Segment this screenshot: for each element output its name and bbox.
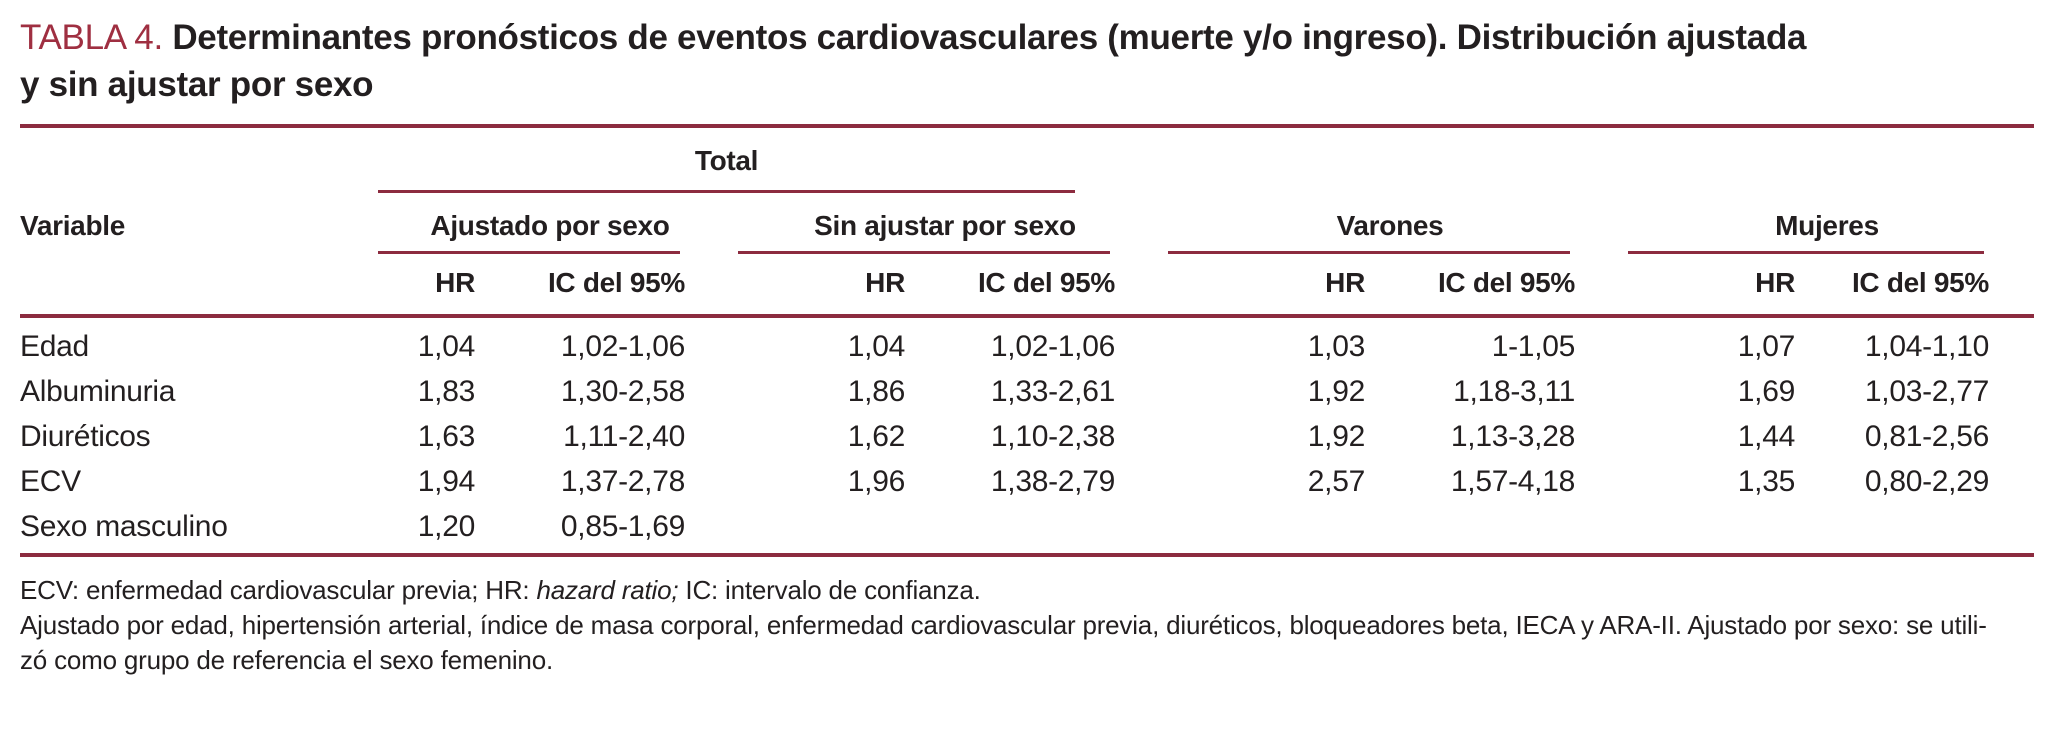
- cell-value: [1620, 504, 1820, 549]
- cell-value: 1,94: [417, 465, 476, 498]
- group-underline-varones: [1168, 251, 1570, 254]
- cell-value: 1,35: [1737, 465, 1796, 498]
- cell-value: 1-1,05: [1491, 330, 1576, 363]
- cell-value: 1,92: [1307, 420, 1366, 453]
- cell-value: 1,18-3,11: [1453, 375, 1575, 408]
- cell-value: 0,81-2,56: [1864, 420, 1989, 453]
- cell-value: 1,83: [417, 375, 476, 408]
- cell-value: 1,03: [1307, 330, 1366, 363]
- table-number: TABLA 4.: [20, 18, 163, 57]
- total-underline: [378, 190, 1075, 193]
- cell-value: 1,30-2,58: [560, 375, 685, 408]
- cell-value: 1,96: [847, 465, 906, 498]
- spanner-total: Total: [694, 145, 759, 176]
- cell-value: 1,38-2,79: [990, 465, 1115, 498]
- table-footnotes: ECV: enfermedad cardiovascular previa; H…: [20, 573, 2034, 678]
- cell-value: [730, 504, 930, 549]
- cell-value: 1,02-1,06: [990, 330, 1115, 363]
- cell-value: [1160, 504, 1390, 549]
- cell-value: 1,69: [1737, 375, 1796, 408]
- cell-value: [1820, 504, 2034, 549]
- row-variable: Edad: [20, 330, 89, 363]
- table-row-ecv: ECV 1,94 1,37-2,78 1,96 1,38-2,79 2,57 1…: [20, 459, 2034, 504]
- subheader-hr: HR: [865, 267, 905, 298]
- table-row-diureticos: Diuréticos 1,63 1,11-2,40 1,62 1,10-2,38…: [20, 414, 2034, 459]
- subheader-ic: IC del 95%: [977, 267, 1115, 298]
- row-variable: ECV: [20, 465, 81, 498]
- cell-value: 1,62: [847, 420, 906, 453]
- subheader-hr: HR: [1755, 267, 1795, 298]
- top-rule: [20, 124, 2034, 128]
- table-row-edad: Edad 1,04 1,02-1,06 1,04 1,02-1,06 1,03 …: [20, 324, 2034, 369]
- cell-value: 1,11-2,40: [563, 420, 685, 453]
- cell-value: 0,80-2,29: [1864, 465, 1989, 498]
- table-caption-line2: y sin ajustar por sexo: [20, 65, 374, 104]
- subheader-hr: HR: [1325, 267, 1365, 298]
- table-row-albuminuria: Albuminuria 1,83 1,30-2,58 1,86 1,33-2,6…: [20, 369, 2034, 414]
- row-variable: Diuréticos: [20, 420, 151, 453]
- cell-value: 1,02-1,06: [560, 330, 685, 363]
- footnote-adjustment-line2: zó como grupo de referencia el sexo feme…: [20, 645, 553, 675]
- group-header-ajustado: Ajustado por sexo: [430, 210, 670, 241]
- cell-value: 1,63: [417, 420, 476, 453]
- group-header-mujeres: Mujeres: [1775, 210, 1879, 241]
- cell-value: 1,86: [847, 375, 906, 408]
- table-title-text: Determinantes pronósticos de eventos car…: [172, 18, 1807, 57]
- column-header-variable: Variable: [20, 210, 126, 241]
- cell-value: 1,13-3,28: [1450, 420, 1575, 453]
- cell-value: 0,85-1,69: [560, 510, 685, 543]
- group-header-sin-ajustar: Sin ajustar por sexo: [814, 210, 1076, 241]
- group-underline-ajustado: [378, 251, 680, 254]
- table-caption: TABLA 4. Determinantes pronósticos de ev…: [20, 14, 2034, 108]
- cell-value: 1,44: [1737, 420, 1796, 453]
- bottom-rule: [20, 553, 2034, 557]
- table-caption-line1: TABLA 4. Determinantes pronósticos de ev…: [20, 14, 2034, 61]
- table-row-sexo-masculino: Sexo masculino 1,20 0,85-1,69: [20, 504, 2034, 549]
- cell-value: 1,57-4,18: [1450, 465, 1575, 498]
- cell-value: 1,07: [1737, 330, 1796, 363]
- cell-value: 1,03-2,77: [1864, 375, 1989, 408]
- group-underline-mujeres: [1628, 251, 1984, 254]
- table-body: Edad 1,04 1,02-1,06 1,04 1,02-1,06 1,03 …: [20, 324, 2034, 549]
- footnote-italic-hazard-ratio: hazard ratio;: [536, 575, 679, 605]
- cell-value: [930, 504, 1160, 549]
- subheader-ic: IC del 95%: [1851, 267, 1989, 298]
- subheader-ic: IC del 95%: [1437, 267, 1575, 298]
- cell-value: 1,92: [1307, 375, 1366, 408]
- row-variable: Albuminuria: [20, 375, 176, 408]
- cell-value: 1,04-1,10: [1864, 330, 1989, 363]
- cell-value: 1,04: [417, 330, 476, 363]
- cell-value: 2,57: [1307, 465, 1366, 498]
- subheader-hr: HR: [435, 267, 475, 298]
- cell-value: 1,04: [847, 330, 906, 363]
- group-header-varones: Varones: [1336, 210, 1444, 241]
- footnote-adjustment-line1: Ajustado por edad, hipertensión arterial…: [20, 610, 1987, 640]
- footnote-abbreviations: ECV: enfermedad cardiovascular previa; H…: [20, 575, 981, 605]
- group-underline-sin-ajustar: [738, 251, 1110, 254]
- cell-value: 1,33-2,61: [990, 375, 1115, 408]
- header-body-rule: [20, 314, 2034, 318]
- subheader-ic: IC del 95%: [547, 267, 685, 298]
- cell-value: 1,37-2,78: [560, 465, 685, 498]
- cell-value: [1390, 504, 1620, 549]
- cell-value: 1,20: [417, 510, 476, 543]
- cell-value: 1,10-2,38: [990, 420, 1115, 453]
- row-variable: Sexo masculino: [20, 510, 228, 543]
